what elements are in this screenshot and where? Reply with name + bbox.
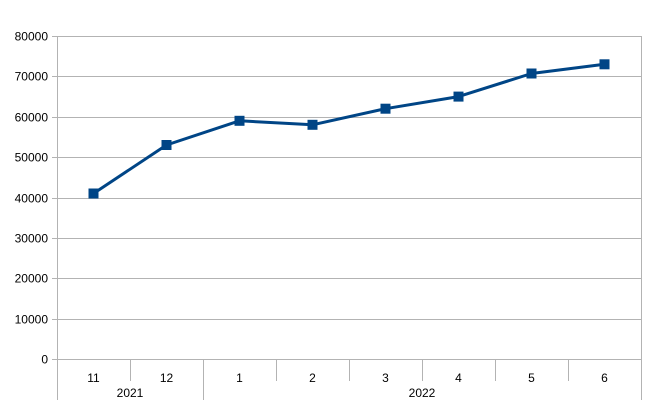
series-lines xyxy=(92,62,605,195)
data-point-marker xyxy=(234,115,245,126)
data-point-marker xyxy=(453,91,464,102)
data-point-marker xyxy=(307,119,318,130)
data-point-marker xyxy=(88,188,99,199)
y-tick-label: 50000 xyxy=(15,151,49,165)
x-tick-label: 3 xyxy=(382,371,389,385)
x-tick-label: 11 xyxy=(87,371,100,385)
y-tick-label: 0 xyxy=(41,353,48,367)
y-tick-label: 70000 xyxy=(15,70,49,84)
x-tick-label: 4 xyxy=(455,371,462,385)
x-group-labels: 2021 2022 xyxy=(117,386,436,400)
axes xyxy=(52,36,642,400)
y-tick-labels: 0 10000 20000 30000 40000 50000 60000 70000 8000… xyxy=(15,30,49,367)
x-tick-label: 1 xyxy=(236,371,243,385)
x-group-label: 2022 xyxy=(409,386,436,400)
y-tick-label: 10000 xyxy=(15,313,49,327)
data-point-marker xyxy=(526,68,537,79)
data-point-marker xyxy=(380,103,391,114)
data-point-marker xyxy=(161,140,172,150)
y-tick-label: 60000 xyxy=(15,111,49,125)
series-markers xyxy=(88,59,610,199)
x-tick-label: 2 xyxy=(309,371,316,385)
x-tick-label: 5 xyxy=(528,371,535,385)
y-tick-label: 30000 xyxy=(15,232,49,246)
x-tick-labels: 11 12 1 2 3 4 5 6 xyxy=(87,371,608,385)
y-tick-label: 80000 xyxy=(15,30,49,44)
x-group-label: 2021 xyxy=(117,386,144,400)
data-point-marker xyxy=(599,59,610,70)
series-line xyxy=(92,62,605,195)
x-tick-label: 12 xyxy=(160,371,174,385)
x-tick-label: 6 xyxy=(601,371,608,385)
y-tick-label: 20000 xyxy=(15,272,49,286)
y-tick-label: 40000 xyxy=(15,192,49,206)
gridlines xyxy=(57,36,641,360)
